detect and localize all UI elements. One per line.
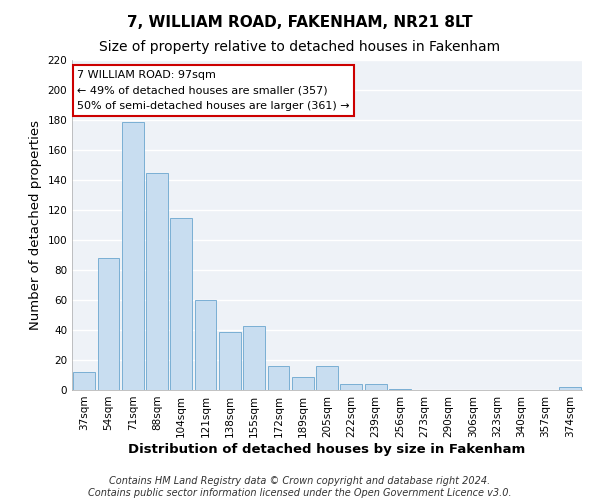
Bar bbox=[243, 326, 265, 390]
Bar bbox=[340, 384, 362, 390]
Bar bbox=[292, 376, 314, 390]
Text: Contains HM Land Registry data © Crown copyright and database right 2024.
Contai: Contains HM Land Registry data © Crown c… bbox=[88, 476, 512, 498]
Text: Size of property relative to detached houses in Fakenham: Size of property relative to detached ho… bbox=[100, 40, 500, 54]
Bar bbox=[73, 372, 95, 390]
Bar bbox=[146, 172, 168, 390]
Bar bbox=[219, 332, 241, 390]
Bar bbox=[122, 122, 143, 390]
X-axis label: Distribution of detached houses by size in Fakenham: Distribution of detached houses by size … bbox=[128, 442, 526, 456]
Bar bbox=[170, 218, 192, 390]
Bar bbox=[316, 366, 338, 390]
Bar bbox=[389, 388, 411, 390]
Text: 7, WILLIAM ROAD, FAKENHAM, NR21 8LT: 7, WILLIAM ROAD, FAKENHAM, NR21 8LT bbox=[127, 15, 473, 30]
Text: 7 WILLIAM ROAD: 97sqm
← 49% of detached houses are smaller (357)
50% of semi-det: 7 WILLIAM ROAD: 97sqm ← 49% of detached … bbox=[77, 70, 350, 111]
Bar bbox=[365, 384, 386, 390]
Bar bbox=[194, 300, 217, 390]
Y-axis label: Number of detached properties: Number of detached properties bbox=[29, 120, 42, 330]
Bar bbox=[559, 387, 581, 390]
Bar bbox=[268, 366, 289, 390]
Bar bbox=[97, 258, 119, 390]
